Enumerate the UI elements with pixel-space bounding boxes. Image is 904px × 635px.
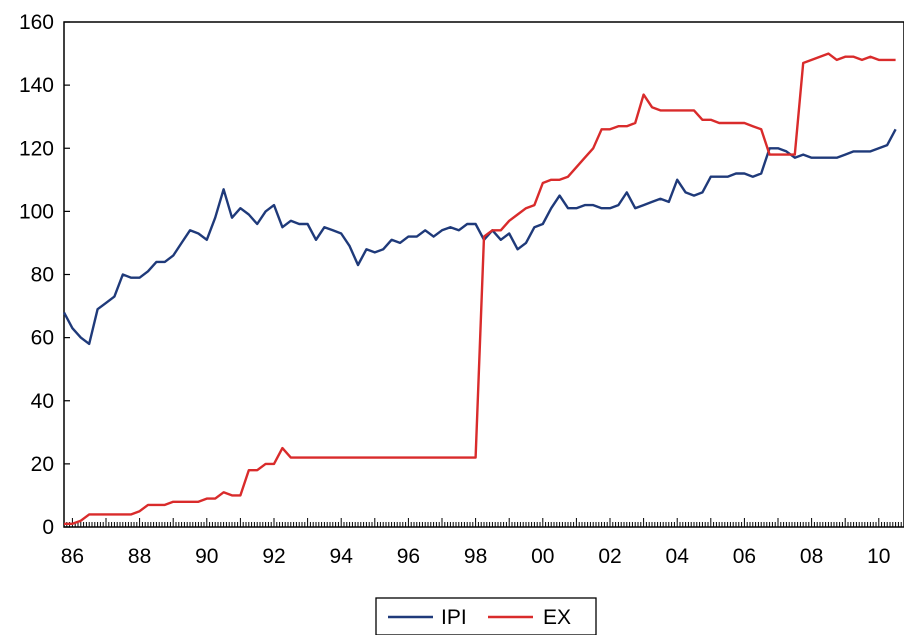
y-tick-label: 0 <box>42 516 54 539</box>
x-tick-label: 08 <box>800 545 823 568</box>
y-tick-label: 140 <box>19 74 54 97</box>
y-tick-label: 100 <box>19 200 54 223</box>
x-tick-label: 06 <box>733 545 756 568</box>
legend: IPI EX <box>375 597 597 635</box>
y-tick-label: 40 <box>31 390 54 413</box>
x-tick-label: 90 <box>195 545 218 568</box>
x-tick-label: 86 <box>61 545 84 568</box>
y-tick-label: 20 <box>31 453 54 476</box>
y-axis: 0 20 40 60 80 100 120 140 160 <box>19 11 70 539</box>
x-tick-label: 96 <box>397 545 420 568</box>
x-tick-label: 00 <box>531 545 554 568</box>
x-tick-label: 94 <box>330 545 354 568</box>
y-tick-label: 80 <box>31 264 54 287</box>
plot-area-frame <box>63 21 904 528</box>
x-tick-label: 02 <box>598 545 621 568</box>
x-tick-label: 98 <box>464 545 487 568</box>
x-tick-label: 88 <box>128 545 151 568</box>
series-lines <box>62 52 897 525</box>
legend-label-ex: EX <box>543 606 571 629</box>
y-tick-label: 60 <box>31 327 54 350</box>
x-tick-label: 04 <box>666 545 690 568</box>
x-tick-label: 10 <box>867 545 890 568</box>
y-tick-label: 120 <box>19 137 54 160</box>
series-line-ipi <box>62 128 897 346</box>
series-line-ex <box>64 52 896 525</box>
x-axis: 86 88 90 92 94 96 98 00 02 04 06 08 10 <box>61 518 904 568</box>
legend-label-ipi: IPI <box>441 606 467 629</box>
x-tick-label: 92 <box>262 545 285 568</box>
y-tick-label: 160 <box>19 11 54 34</box>
